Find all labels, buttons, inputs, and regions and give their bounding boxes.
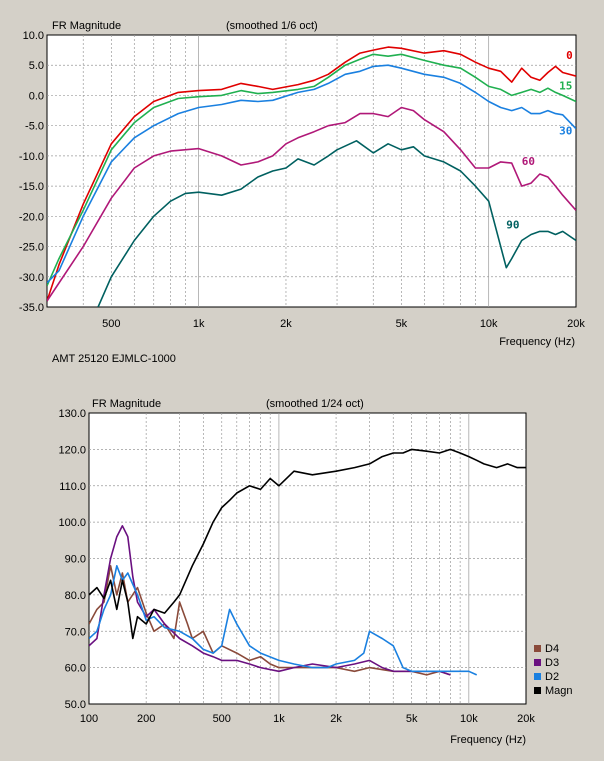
- x-tick-label: 20k: [567, 318, 585, 330]
- series-label-60: 60: [522, 155, 535, 168]
- x-tick-label: 10k: [480, 318, 498, 330]
- chart2-grid: [89, 413, 526, 704]
- x-tick-label: 1k: [193, 318, 205, 330]
- y-tick-label: 70.0: [65, 626, 86, 638]
- x-tick-label: 20k: [517, 713, 535, 725]
- chart1-series-group: [47, 46, 576, 307]
- x-tick-label: 200: [137, 713, 155, 725]
- series-line-magn: [89, 448, 526, 640]
- x-tick-label: 500: [102, 318, 120, 330]
- series-line-60: [47, 106, 576, 302]
- y-tick-label: -25.0: [19, 242, 44, 254]
- chart2-y-ticks: 130.0 120.0 110.0 100.0 90.0 80.0 70.0 60.0 50.0: [58, 408, 86, 711]
- series-line-15: [47, 53, 576, 287]
- x-tick-label: 500: [213, 713, 231, 725]
- series-label-15: 15: [559, 79, 572, 92]
- legend-swatch-magn: [534, 687, 541, 694]
- x-tick-label: 1k: [273, 713, 285, 725]
- y-tick-label: -30.0: [19, 272, 44, 284]
- y-tick-label: 120.0: [58, 444, 86, 456]
- y-tick-label: -35.0: [19, 302, 44, 314]
- series-line-d3: [89, 525, 451, 676]
- chart1-x-axis-label: Frequency (Hz): [499, 336, 575, 348]
- series-label-0: 0: [566, 49, 573, 62]
- chart2-series-group: [89, 448, 526, 676]
- y-tick-label: 90.0: [65, 554, 86, 566]
- x-tick-label: 2k: [280, 318, 292, 330]
- chart1-series-labels: 0 15 30 60 90: [506, 49, 573, 231]
- chart2-x-axis-label: Frequency (Hz): [450, 734, 526, 746]
- series-label-30: 30: [559, 125, 572, 138]
- y-tick-label: 0.0: [29, 90, 44, 102]
- chart1-grid: [47, 35, 576, 307]
- legend-swatch-d3: [534, 659, 541, 666]
- legend-label-d4: D4: [545, 643, 559, 655]
- y-tick-label: 130.0: [58, 408, 86, 420]
- chart2-legend: D4 D3 D2 Magn: [534, 643, 573, 697]
- x-tick-label: 2k: [330, 713, 342, 725]
- series-line-90: [97, 140, 576, 307]
- legend-label-d2: D2: [545, 671, 559, 683]
- x-tick-label: 5k: [406, 713, 418, 725]
- y-tick-label: 50.0: [65, 699, 86, 711]
- y-tick-label: -20.0: [19, 211, 44, 223]
- y-tick-label: -15.0: [19, 181, 44, 193]
- chart1-plot-area: [46, 34, 577, 308]
- series-line-d2: [89, 565, 478, 676]
- legend-label-d3: D3: [545, 657, 559, 669]
- y-tick-label: 80.0: [65, 590, 86, 602]
- y-tick-label: 5.0: [29, 60, 44, 72]
- x-tick-label: 5k: [396, 318, 408, 330]
- y-tick-label: -10.0: [19, 151, 44, 163]
- legend-swatch-d2: [534, 673, 541, 680]
- x-tick-label: 10k: [460, 713, 478, 725]
- series-line-30: [47, 64, 576, 284]
- caption: AMT 25120 EJMLC-1000: [52, 353, 176, 365]
- chart1-x-ticks: 500 1k 2k 5k 10k 20k: [102, 318, 585, 330]
- y-tick-label: 110.0: [59, 481, 86, 493]
- series-line-0: [47, 46, 576, 302]
- y-tick-label: -5.0: [25, 121, 44, 133]
- y-tick-label: 60.0: [65, 663, 86, 675]
- legend-label-magn: Magn: [545, 685, 573, 697]
- legend-swatch-d4: [534, 645, 541, 652]
- y-tick-label: 100.0: [58, 517, 86, 529]
- chart2-title: FR Magnitude: [92, 398, 161, 410]
- chart1-y-ticks: 10.0 5.0 0.0 -5.0 -10.0 -15.0 -20.0 -25.0 -30.0 -…: [19, 30, 44, 314]
- chart1-subtitle: (smoothed 1/6 oct): [226, 20, 318, 32]
- chart2-subtitle: (smoothed 1/24 oct): [266, 398, 364, 410]
- x-tick-label: 100: [80, 713, 98, 725]
- y-tick-label: 10.0: [23, 30, 44, 42]
- chart1-title: FR Magnitude: [52, 20, 121, 32]
- chart2-x-ticks: 100 200 500 1k 2k 5k 10k 20k: [80, 713, 536, 725]
- series-label-90: 90: [506, 218, 519, 231]
